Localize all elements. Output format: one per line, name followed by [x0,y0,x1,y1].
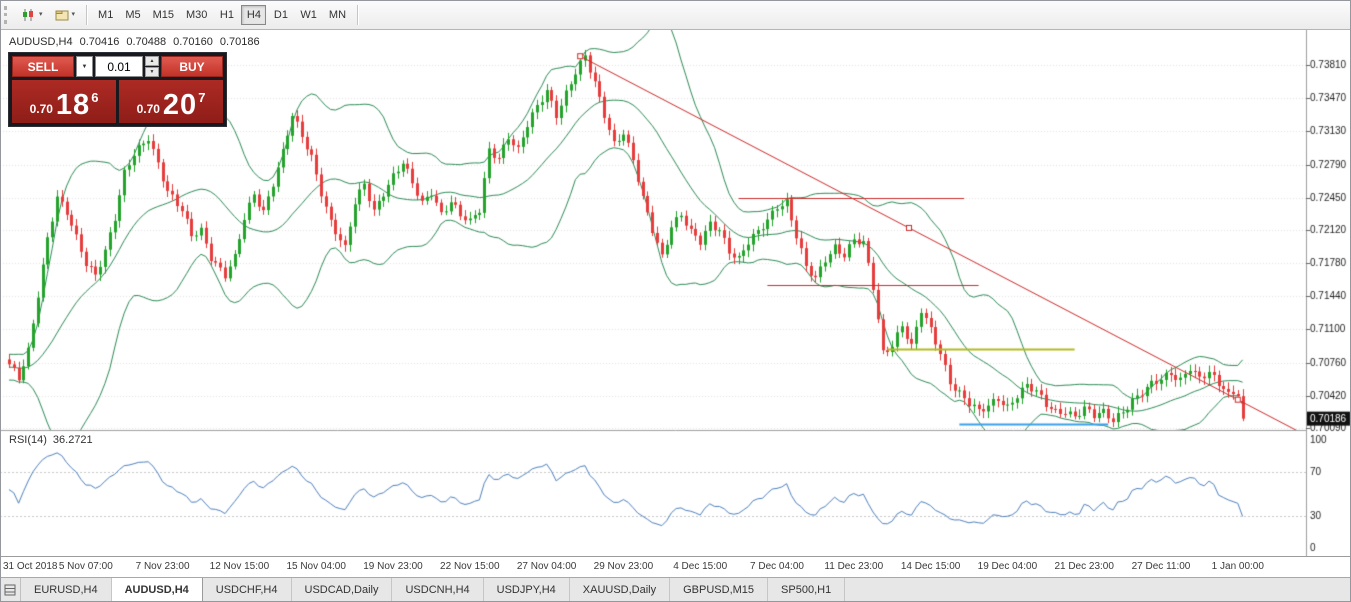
buy-price-pipette: 7 [198,90,206,105]
sell-price-prefix: 0.70 [29,102,53,116]
tab-usdcnh-h4[interactable]: USDCNH,H4 [392,578,484,602]
rsi-name: RSI(14) [9,434,47,446]
date-axis-label: 11 Dec 23:00 [824,561,884,572]
new-chart-button[interactable]: ▾ [17,4,48,26]
chevron-down-icon: ▾ [39,11,43,18]
rsi-indicator-label: RSI(14) 36.2721 [9,434,93,446]
chart-list-icon[interactable] [0,578,21,602]
date-axis-label: 7 Dec 04:00 [750,561,804,572]
date-axis-label: 7 Nov 23:00 [135,561,190,572]
buy-price-display[interactable]: 0.70 20 7 [119,80,223,123]
trade-controls-row: SELL ▼ ▲ ▼ BUY [12,56,223,77]
timeframe-button-w1[interactable]: W1 [295,5,322,25]
toolbar-separator [357,4,359,25]
tab-audusd-h4[interactable]: AUDUSD,H4 [111,578,203,602]
ohlc-open: 0.70416 [79,36,120,48]
date-axis-label: 27 Dec 11:00 [1131,561,1191,572]
tab-usdcad-daily[interactable]: USDCAD,Daily [292,578,393,602]
volume-decrease-button[interactable]: ▼ [145,67,159,77]
ohlc-close: 0.70186 [219,36,260,48]
tab-eurusd-h4[interactable]: EURUSD,H4 [21,578,112,602]
tab-gbpusd-m15[interactable]: GBPUSD,M15 [670,578,769,602]
sell-price-pipette: 6 [91,90,99,105]
timeframe-button-d1[interactable]: D1 [268,5,293,25]
date-axis-label: 12 Nov 15:00 [209,561,270,572]
sell-button[interactable]: SELL [12,56,74,77]
timeframe-button-h4[interactable]: H4 [241,4,267,25]
trade-price-row: 0.70 18 6 0.70 20 7 [12,80,223,123]
date-axis-label: 4 Dec 15:00 [673,561,728,572]
volume-preset-dropdown[interactable]: ▼ [76,56,93,77]
ohlc-high: 0.70488 [126,36,167,48]
date-axis-label: 19 Nov 23:00 [363,561,423,572]
timeframe-button-group: M1 M5 M15 M30 H1 H4 D1 W1 MN [92,4,352,25]
buy-price-big-digits: 20 [162,89,198,121]
toolbar-grip[interactable] [4,5,11,24]
chart-ohlc-label: AUDUSD,H4 0.70416 0.70488 0.70160 0.7018… [9,36,260,48]
sell-price-big-digits: 18 [55,89,91,121]
buy-button[interactable]: BUY [161,56,223,77]
timeframe-button-m5[interactable]: M5 [120,5,145,25]
timeframe-button-mn[interactable]: MN [324,5,351,25]
tab-sp500-h1[interactable]: SP500,H1 [768,578,846,602]
rsi-value: 36.2721 [52,434,93,446]
timeframe-button-m15[interactable]: M15 [148,5,179,25]
date-axis-label: 31 Oct 2018 [3,561,58,572]
volume-stepper: ▲ ▼ [145,56,159,77]
chevron-down-icon: ▼ [81,63,88,70]
sell-price-display[interactable]: 0.70 18 6 [12,80,116,123]
tab-xauusd-daily[interactable]: XAUUSD,Daily [570,578,671,602]
timeframe-button-m30[interactable]: M30 [181,5,212,25]
top-toolbar: ▾ ▾ M1 M5 M15 M30 H1 H4 D1 W1 MN [0,0,1351,30]
date-axis-label: 22 Nov 15:00 [440,561,500,572]
timeframe-button-h1[interactable]: H1 [214,5,239,25]
chart-tab-bar: EURUSD,H4 AUDUSD,H4 USDCHF,H4 USDCAD,Daily U… [0,577,1351,602]
timeframe-button-m1[interactable]: M1 [93,5,118,25]
chart-symbol-timeframe: AUDUSD,H4 [9,36,73,48]
toolbar-separator [86,4,88,25]
buy-price-prefix: 0.70 [136,102,160,116]
date-axis-label: 27 Nov 04:00 [516,561,577,572]
date-axis-label: 29 Nov 23:00 [593,561,654,572]
profiles-icon [55,10,69,20]
volume-input[interactable] [95,56,143,77]
date-axis-label: 5 Nov 07:00 [58,561,113,572]
date-axis: 31 Oct 2018 5 Nov 07:00 7 Nov 23:00 12 Nov … [0,556,1351,578]
volume-increase-button[interactable]: ▲ [145,56,159,66]
date-axis-label: 14 Dec 15:00 [900,561,961,572]
tab-usdchf-h4[interactable]: USDCHF,H4 [203,578,292,602]
profiles-button[interactable]: ▾ [50,4,81,26]
date-axis-label: 21 Dec 23:00 [1054,561,1114,572]
chevron-down-icon: ▾ [71,11,76,18]
tab-usdjpy-h4[interactable]: USDJPY,H4 [484,578,570,602]
date-axis-label: 19 Dec 04:00 [977,561,1038,572]
ohlc-low: 0.70160 [173,36,213,48]
candlestick-chart-icon [23,8,33,21]
date-axis-label: 1 Jan 00:00 [1211,561,1264,572]
date-axis-label: 15 Nov 04:00 [286,561,346,572]
